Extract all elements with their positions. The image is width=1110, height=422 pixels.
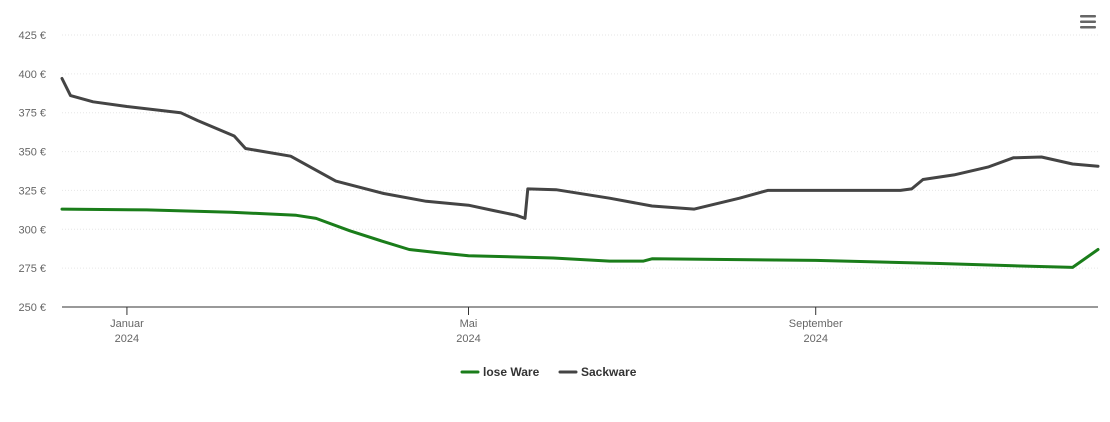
x-axis: Januar 2024 Mai 2024 September 2024 <box>62 306 1098 345</box>
x-tick-label: Mai <box>460 318 478 330</box>
x-tick-year-label: 2024 <box>115 333 139 345</box>
legend: lose Ware Sackware <box>460 365 637 379</box>
legend-label: lose Ware <box>483 365 540 379</box>
y-tick-label: 425 € <box>18 30 46 42</box>
legend-item-lose-ware[interactable]: lose Ware <box>460 365 540 379</box>
series-lines <box>60 77 1100 269</box>
legend-item-sackware[interactable]: Sackware <box>558 365 637 379</box>
y-tick-label: 375 € <box>18 108 46 120</box>
y-tick-label: 400 € <box>18 69 46 81</box>
chart-menu-icon[interactable] <box>1078 12 1098 32</box>
y-tick-label: 350 € <box>18 147 46 159</box>
y-tick-label: 300 € <box>18 224 46 236</box>
series-line-lose-ware <box>60 207 1100 269</box>
y-tick-label: 325 € <box>18 185 46 197</box>
legend-label: Sackware <box>581 365 637 379</box>
x-tick-year-label: 2024 <box>803 333 827 345</box>
x-tick-label: September <box>789 318 843 330</box>
series-line-sackware <box>60 77 1100 220</box>
x-tick-label: Januar <box>110 318 144 330</box>
y-tick-label: 275 € <box>18 263 46 275</box>
x-tick-year-label: 2024 <box>456 333 480 345</box>
y-axis: 250 € 275 € 300 € 325 € 350 € 375 € 400 € 425 € <box>18 30 46 314</box>
grid-lines <box>62 34 1098 269</box>
y-tick-label: 250 € <box>18 302 46 314</box>
